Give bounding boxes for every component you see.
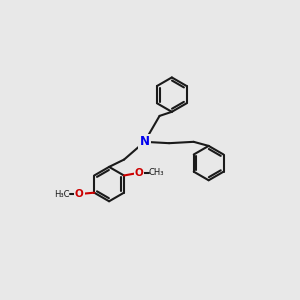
Text: H₃C: H₃C: [54, 190, 70, 199]
Text: O: O: [135, 168, 143, 178]
Text: CH₃: CH₃: [148, 168, 164, 177]
Text: O: O: [75, 189, 84, 199]
Text: N: N: [140, 135, 149, 148]
